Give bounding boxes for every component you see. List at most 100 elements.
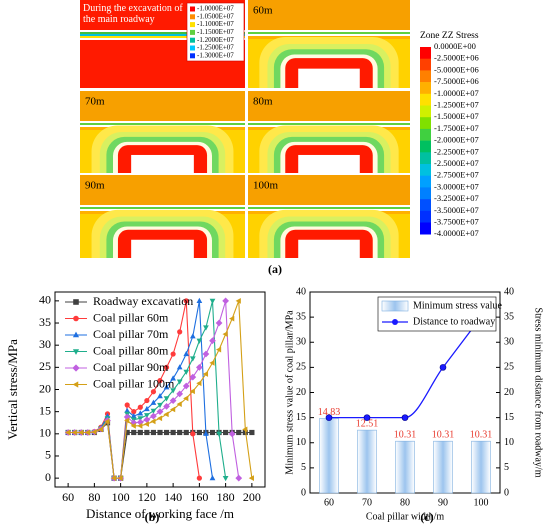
cavity [298,154,360,173]
marker [170,429,176,436]
y-tick-label: 40 [39,293,51,307]
y-tick-label: 15 [39,403,51,417]
panel-top [248,0,410,30]
bar [395,440,415,494]
bar-value-label: 10.31 [470,429,493,440]
y-tick-label: 10 [296,437,306,448]
marker [190,431,196,437]
marker [97,426,104,433]
marker [196,338,203,344]
stripe [248,32,410,34]
y-tick-label: 25 [296,362,306,373]
stripe [80,207,245,209]
marker [163,429,170,436]
x-tick-label: 60 [62,490,74,504]
marker [209,475,216,481]
y-tick-label: 25 [39,359,51,373]
marker [183,350,190,357]
marker [183,429,189,436]
marker [150,412,157,420]
inset-swatch [190,22,195,28]
colorbar-block [420,164,431,176]
bar [357,429,377,494]
stripe [248,121,410,123]
x-tick-label: 80 [400,497,410,508]
colorbar-block [420,199,431,212]
colorbar-label: -2.5000E+06 [434,53,479,63]
marker [65,429,71,436]
colorbar-block [420,187,431,200]
bar-value-label: 10.31 [432,429,455,440]
marker [137,416,144,422]
y2-tick-label: 35 [504,311,514,322]
stripe [80,36,245,38]
marker [209,429,216,436]
marker [117,475,123,481]
y2-tick-label: 10 [504,437,514,448]
marker [401,414,409,421]
marker [78,429,84,436]
panel-top [80,175,245,205]
marker [137,429,143,436]
inset-label: -1.2500E+07 [197,44,234,52]
inset-swatch [190,6,195,12]
marker [249,429,255,436]
marker [150,408,157,414]
colorbar-block [420,175,431,188]
cavity [131,154,194,173]
marker [242,426,248,433]
panel-label: 70m [85,96,105,108]
legend-marker [72,381,79,388]
legend-label: Coal pillar 100m [93,376,175,390]
x-tick-label: 90 [438,497,448,508]
x-tick-label: 200 [243,490,261,504]
marker [156,415,163,422]
colorbar-label: 0.0000E+00 [434,41,476,51]
colorbar-block [420,47,431,59]
legend-marker [73,315,79,322]
marker [176,401,182,407]
marker [104,418,110,425]
colorbar-block [420,58,431,71]
colorbar-block [420,222,431,235]
marker [150,399,157,405]
marker [325,414,333,421]
panel-label-box: During the excavation of the main roadwa… [83,3,183,25]
legend-swatch [381,300,409,312]
bar [471,440,491,494]
marker [144,397,150,404]
x-tick-label: 100 [474,497,489,508]
marker [235,298,241,304]
colorbar-label: -3.2500E+07 [434,193,479,203]
marker [222,297,230,305]
marker [130,422,136,429]
panel-top [248,91,410,121]
panel-label: 100m [253,180,279,192]
marker [143,421,149,427]
cavity [131,239,194,258]
colorbar-label: -3.7500E+07 [434,216,479,226]
stripe [248,207,410,209]
panel-label: 60m [253,5,273,17]
marker [248,475,254,481]
marker [131,409,137,415]
stripe [80,38,245,40]
y-axis-label: Minimum stress value of coal pillar/MPa [284,310,295,475]
marker [137,404,143,410]
colorbar-label: -3.0000E+07 [434,181,479,191]
legend-label: Minimum stress value [413,300,502,311]
y-tick-label: 15 [296,412,306,423]
contour-panel: During the excavation of the main roadwa… [80,0,245,88]
marker [216,431,222,437]
colorbar-label: -2.0000E+07 [434,135,479,145]
colorbar-label: -3.5000E+07 [434,205,479,215]
marker [177,429,183,436]
marker [163,402,170,410]
y-tick-label: 20 [39,381,51,395]
x-axis-label: Coal pillar width/m [366,511,445,522]
cavity [298,68,360,88]
legend-label: Roadway excavation [93,294,193,308]
stripe [248,205,410,207]
x-tick-label: 70 [362,497,372,508]
marker [71,429,77,436]
